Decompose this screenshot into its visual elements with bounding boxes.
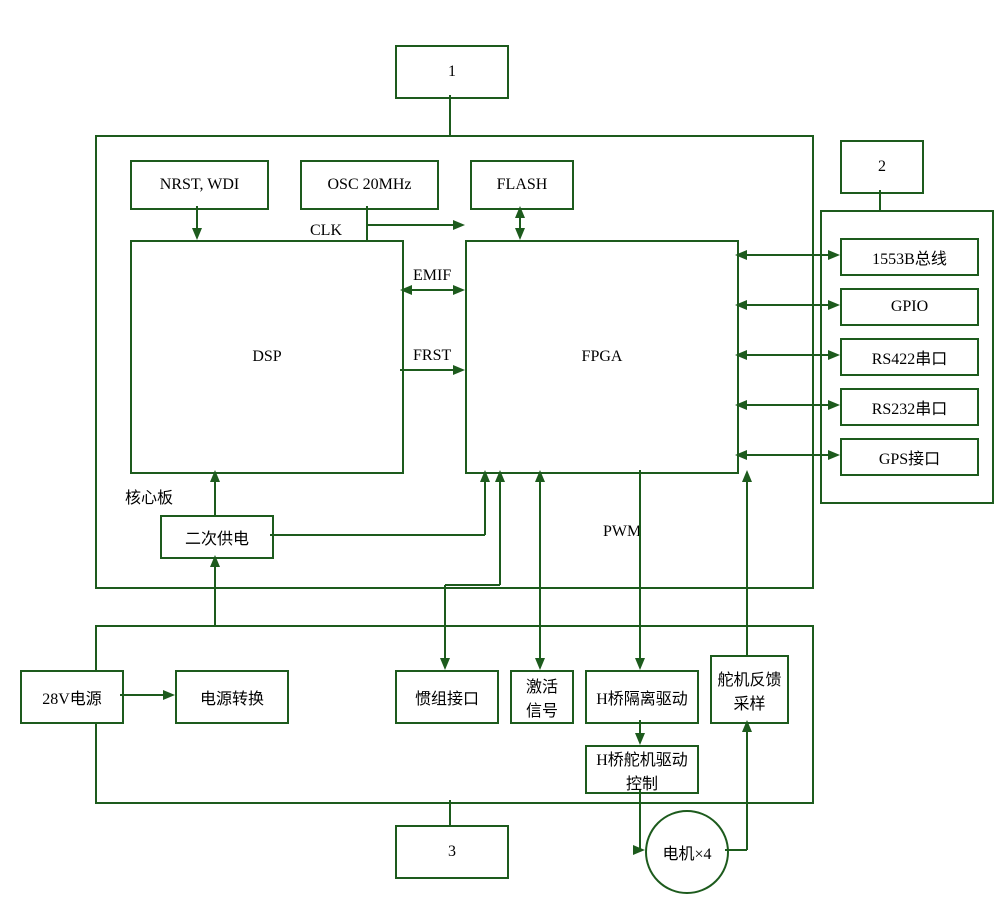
label-frst: FRST [413, 347, 451, 365]
block-power-convert: 电源转换 [175, 670, 289, 724]
block-servo-feedback: 舵机反馈 采样 [710, 655, 789, 724]
block-label: H桥隔离驱动 [596, 685, 688, 709]
block-inertial-interface: 惯组接口 [395, 670, 499, 724]
block-label: 舵机反馈 采样 [717, 666, 781, 714]
block-label: DSP [252, 348, 281, 366]
block-activate-signal: 激活 信号 [510, 670, 574, 724]
label-clk: CLK [310, 222, 342, 240]
block-label: RS422串口 [872, 345, 948, 369]
block-flash: FLASH [470, 160, 574, 210]
block-bottom-3: 3 [395, 825, 509, 879]
block-label: 电机×4 [662, 840, 711, 864]
diagram-root: NRST, WDI OSC 20MHz FLASH DSP FPGA 二次供电 … [0, 0, 1000, 915]
block-label: GPS接口 [879, 445, 940, 469]
block-hbridge-isolation: H桥隔离驱动 [585, 670, 699, 724]
block-label: 3 [448, 843, 456, 861]
block-label: FPGA [582, 348, 623, 366]
block-top-2: 2 [840, 140, 924, 194]
block-hbridge-control: H桥舵机驱动 控制 [585, 745, 699, 794]
block-dsp: DSP [130, 240, 404, 474]
block-label: 28V电源 [42, 685, 102, 709]
block-top-1: 1 [395, 45, 509, 99]
block-label: GPIO [891, 298, 928, 316]
label-pwm: PWM [603, 523, 641, 541]
label-core-board: 核心板 [125, 484, 173, 508]
block-label: 2 [878, 158, 886, 176]
block-rs422: RS422串口 [840, 338, 979, 376]
block-label: H桥舵机驱动 控制 [596, 746, 688, 794]
block-fpga: FPGA [465, 240, 739, 474]
label-emif: EMIF [413, 267, 451, 285]
block-label: FLASH [497, 176, 548, 194]
block-28v-power: 28V电源 [20, 670, 124, 724]
block-1553b-bus: 1553B总线 [840, 238, 979, 276]
block-osc: OSC 20MHz [300, 160, 439, 210]
block-motor-x4: 电机×4 [645, 810, 729, 894]
block-label: 1 [448, 63, 456, 81]
block-label: 二次供电 [185, 525, 249, 549]
block-secondary-power: 二次供电 [160, 515, 274, 559]
block-label: RS232串口 [872, 395, 948, 419]
block-gps: GPS接口 [840, 438, 979, 476]
block-rs232: RS232串口 [840, 388, 979, 426]
block-nrst-wdi: NRST, WDI [130, 160, 269, 210]
block-label: 电源转换 [200, 685, 264, 709]
block-label: NRST, WDI [160, 176, 239, 194]
block-label: 惯组接口 [415, 685, 479, 709]
block-label: 激活 信号 [526, 673, 558, 721]
block-label: 1553B总线 [872, 245, 947, 269]
block-label: OSC 20MHz [327, 176, 411, 194]
block-gpio: GPIO [840, 288, 979, 326]
